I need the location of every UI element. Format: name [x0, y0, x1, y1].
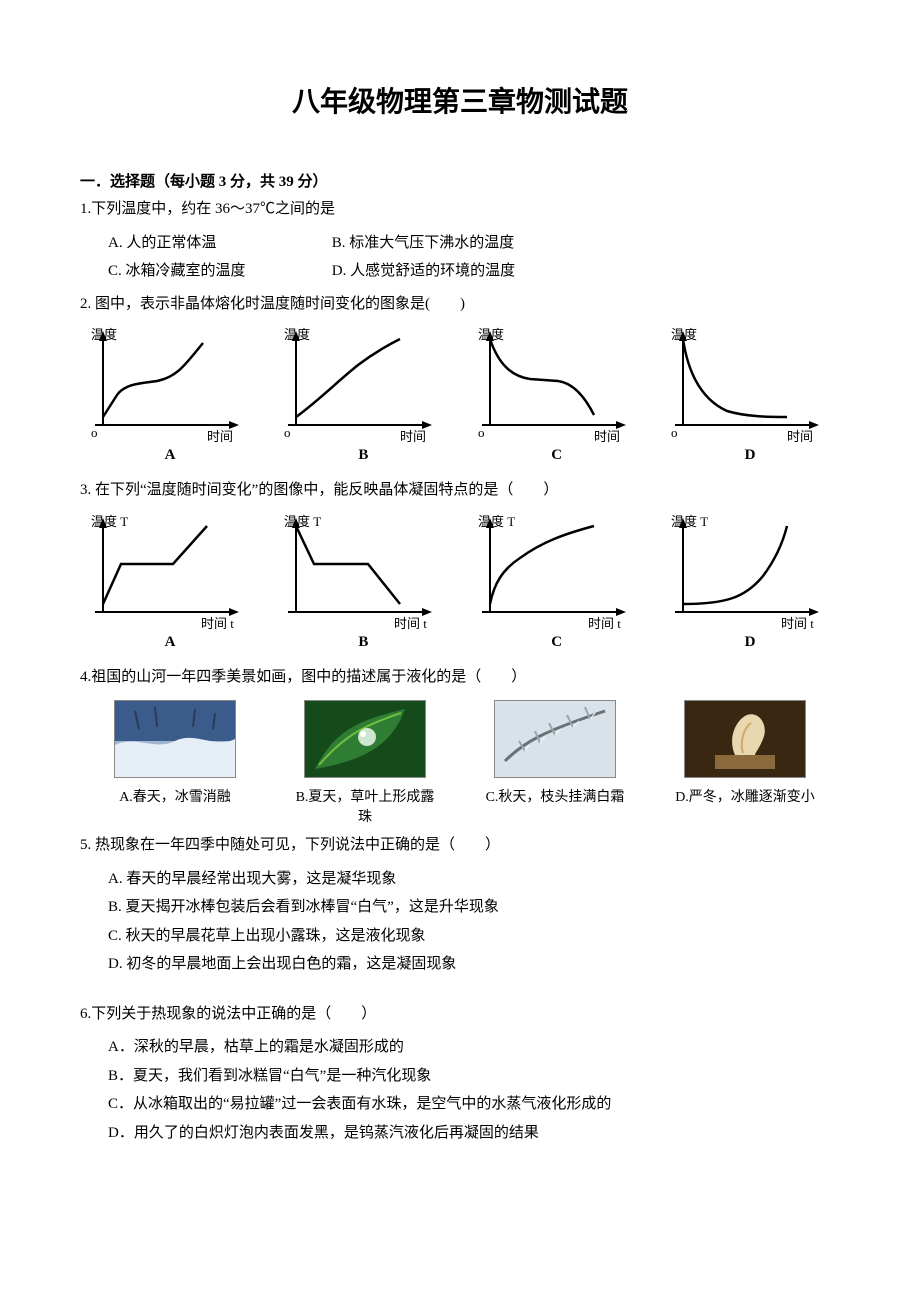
- svg-text:时间: 时间: [594, 429, 620, 444]
- q6-options: A．深秋的早晨，枯草上的霜是水凝固形成的 B．夏天，我们看到冰糕冒“白气”是一种…: [108, 1033, 840, 1147]
- q4-cap-c: C.秋天，枝头挂满白霜: [486, 788, 625, 808]
- q4-img-c: C.秋天，枝头挂满白霜: [480, 700, 630, 827]
- q2-chart-c: 温度 时间 o: [472, 325, 642, 445]
- q5-stem: 5. 热现象在一年四季中随处可见，下列说法中正确的是（ ）: [80, 833, 840, 859]
- q3-label-c: C: [551, 634, 562, 651]
- leaf-dew-image: [304, 700, 426, 778]
- q5-opt-c: C. 秋天的早晨花草上出现小露珠，这是液化现象: [108, 922, 840, 951]
- q3-graph-d: 温度 T 时间 t D: [660, 512, 840, 651]
- q5-opt-a: A. 春天的早晨经常出现大雾，这是凝华现象: [108, 865, 840, 894]
- svg-text:温度 T: 温度 T: [284, 514, 321, 529]
- q3-stem: 3. 在下列“温度随时间变化”的图像中，能反映晶体凝固特点的是（ ）: [80, 478, 840, 504]
- q2-label-b: B: [358, 447, 368, 464]
- q3-chart-c: 温度 T 时间 t: [472, 512, 642, 632]
- q3-graph-b: 温度 T 时间 t B: [273, 512, 453, 651]
- svg-text:时间 t: 时间 t: [781, 616, 814, 631]
- svg-text:时间 t: 时间 t: [588, 616, 621, 631]
- q3-label-b: B: [358, 634, 368, 651]
- q2-graph-b: 温度 时间 o B: [273, 325, 453, 464]
- svg-text:o: o: [478, 425, 485, 440]
- q3-graph-c: 温度 T 时间 t C: [467, 512, 647, 651]
- q1-opt-b: B. 标准大气压下沸水的温度: [332, 229, 552, 258]
- q5-opt-b: B. 夏天揭开冰棒包装后会看到冰棒冒“白气”，这是升华现象: [108, 893, 840, 922]
- q1-opt-c: C. 冰箱冷藏室的温度: [108, 257, 328, 286]
- svg-text:时间: 时间: [207, 429, 233, 444]
- q2-chart-d: 温度 时间 o: [665, 325, 835, 445]
- q5-opt-d: D. 初冬的早晨地面上会出现白色的霜，这是凝固现象: [108, 950, 840, 979]
- section-1-heading: 一．选择题（每小题 3 分，共 39 分）: [80, 170, 840, 191]
- q2-chart-a: 温度 时间 o: [85, 325, 255, 445]
- q6-opt-c: C．从冰箱取出的“易拉罐”过一会表面有水珠，是空气中的水蒸气液化形成的: [108, 1090, 840, 1119]
- q4-stem: 4.祖国的山河一年四季美景如画，图中的描述属于液化的是（ ）: [80, 665, 840, 691]
- svg-text:o: o: [671, 425, 678, 440]
- svg-text:时间 t: 时间 t: [394, 616, 427, 631]
- q3-label-a: A: [165, 634, 176, 651]
- q3-chart-a: 温度 T 时间 t: [85, 512, 255, 632]
- q6-opt-b: B．夏天，我们看到冰糕冒“白气”是一种汽化现象: [108, 1062, 840, 1091]
- svg-text:温度 T: 温度 T: [478, 514, 515, 529]
- ice-sculpture-image: [684, 700, 806, 778]
- q1-stem: 1.下列温度中，约在 36～37℃之间的是: [80, 197, 840, 223]
- snow-river-image: [114, 700, 236, 778]
- svg-text:o: o: [284, 425, 291, 440]
- q6-stem: 6.下列关于热现象的说法中正确的是（ ）: [80, 1002, 840, 1028]
- q5-options: A. 春天的早晨经常出现大雾，这是凝华现象 B. 夏天揭开冰棒包装后会看到冰棒冒…: [108, 865, 840, 979]
- q2-graph-d: 温度 时间 o D: [660, 325, 840, 464]
- q2-label-a: A: [165, 447, 176, 464]
- q2-graph-c: 温度 时间 o C: [467, 325, 647, 464]
- q6-opt-d: D．用久了的白炽灯泡内表面发黑，是钨蒸汽液化后再凝固的结果: [108, 1119, 840, 1148]
- svg-text:时间 t: 时间 t: [201, 616, 234, 631]
- q2-label-c: C: [551, 447, 562, 464]
- q3-graph-a: 温度 T 时间 t A: [80, 512, 260, 651]
- q1-options: A. 人的正常体温 B. 标准大气压下沸水的温度 C. 冰箱冷藏室的温度 D. …: [108, 229, 840, 286]
- svg-text:温度 T: 温度 T: [91, 514, 128, 529]
- q2-label-d: D: [745, 447, 756, 464]
- svg-text:时间: 时间: [787, 429, 813, 444]
- svg-text:温度 T: 温度 T: [671, 514, 708, 529]
- q3-label-d: D: [745, 634, 756, 651]
- svg-text:o: o: [91, 425, 98, 440]
- q2-graph-a: 温度 时间 o A: [80, 325, 260, 464]
- q1-opt-d: D. 人感觉舒适的环境的温度: [332, 257, 552, 286]
- q4-image-row: A.春天，冰雪消融 B.夏天，草叶上形成露珠 C.秋天，枝头挂满白霜: [80, 700, 840, 827]
- page-title: 八年级物理第三章物测试题: [80, 80, 840, 120]
- q4-cap-b: B.夏天，草叶上形成露珠: [290, 788, 440, 827]
- q2-stem: 2. 图中，表示非晶体熔化时温度随时间变化的图象是( ): [80, 292, 840, 318]
- q4-cap-a: A.春天，冰雪消融: [119, 788, 231, 808]
- q4-img-d: D.严冬，冰雕逐渐变小: [670, 700, 820, 827]
- q6-opt-a: A．深秋的早晨，枯草上的霜是水凝固形成的: [108, 1033, 840, 1062]
- q4-cap-d: D.严冬，冰雕逐渐变小: [675, 788, 815, 808]
- q4-img-a: A.春天，冰雪消融: [100, 700, 250, 827]
- q4-img-b: B.夏天，草叶上形成露珠: [290, 700, 440, 827]
- q2-chart-b: 温度 时间 o: [278, 325, 448, 445]
- q1-opt-a: A. 人的正常体温: [108, 229, 328, 258]
- q3-graph-row: 温度 T 时间 t A 温度 T 时间 t B 温度 T 时间: [80, 512, 840, 651]
- q2-graph-row: 温度 时间 o A 温度 时间 o B 温度: [80, 325, 840, 464]
- q3-chart-d: 温度 T 时间 t: [665, 512, 835, 632]
- frost-branch-image: [494, 700, 616, 778]
- svg-text:时间: 时间: [400, 429, 426, 444]
- q3-chart-b: 温度 T 时间 t: [278, 512, 448, 632]
